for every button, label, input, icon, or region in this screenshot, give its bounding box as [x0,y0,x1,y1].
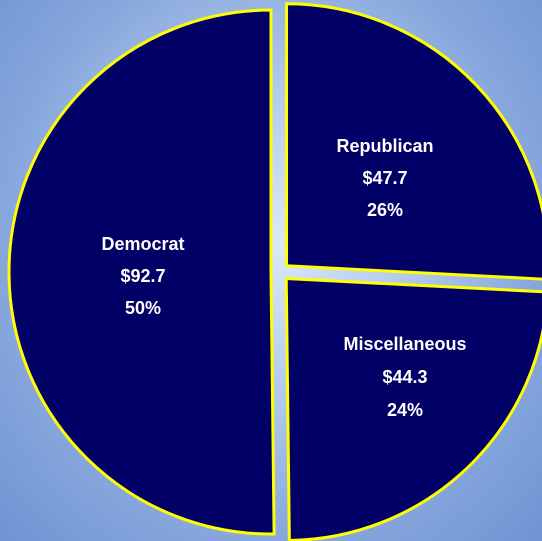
pie-slice-republican [285,2,542,281]
pie-slice-democrat [7,8,276,536]
miscellaneous-value-label: $44.3 [382,367,427,387]
pie-slice-miscellaneous [284,276,542,541]
democrat-name-label: Democrat [101,234,184,254]
pie-slices [7,2,542,541]
slice-label-republican: Republican $47.7 26% [336,136,433,220]
republican-name-label: Republican [336,136,433,156]
slice-label-miscellaneous: Miscellaneous $44.3 24% [343,334,466,420]
miscellaneous-percent-label: 24% [387,400,423,420]
republican-value-label: $47.7 [362,168,407,188]
democrat-percent-label: 50% [125,298,161,318]
democrat-value-label: $92.7 [120,266,165,286]
slice-label-democrat: Democrat $92.7 50% [101,234,184,318]
miscellaneous-name-label: Miscellaneous [343,334,466,354]
republican-percent-label: 26% [367,200,403,220]
